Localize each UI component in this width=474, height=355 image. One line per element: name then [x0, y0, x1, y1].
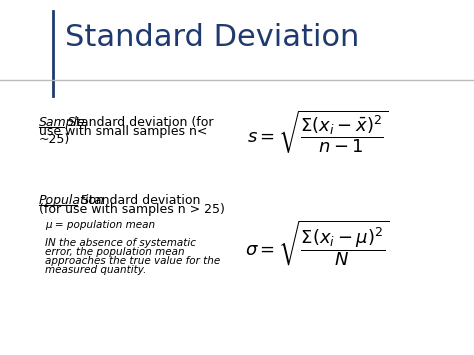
Text: (for use with samples n > 25): (for use with samples n > 25) [39, 203, 225, 216]
Text: error, the population mean: error, the population mean [45, 247, 185, 257]
Text: Standard deviation: Standard deviation [77, 194, 201, 207]
Text: measured quantity.: measured quantity. [45, 265, 146, 275]
Text: approaches the true value for the: approaches the true value for the [45, 256, 220, 266]
Text: μ = population mean: μ = population mean [45, 220, 155, 230]
Text: Standard deviation (for: Standard deviation (for [64, 116, 213, 129]
Text: IN the absence of systematic: IN the absence of systematic [45, 238, 196, 248]
Text: Sample: Sample [39, 116, 86, 129]
Text: ~25): ~25) [39, 133, 70, 146]
Text: Standard Deviation: Standard Deviation [65, 23, 360, 53]
Text: $s = \sqrt{\dfrac{\Sigma(x_i - \bar{x})^2}{n-1}}$: $s = \sqrt{\dfrac{\Sigma(x_i - \bar{x})^… [247, 109, 388, 155]
Text: Population: Population [39, 194, 105, 207]
Text: $\sigma = \sqrt{\dfrac{\Sigma(x_i - \mu)^2}{N}}$: $\sigma = \sqrt{\dfrac{\Sigma(x_i - \mu)… [246, 218, 390, 268]
Text: use with small samples n<: use with small samples n< [39, 125, 207, 138]
